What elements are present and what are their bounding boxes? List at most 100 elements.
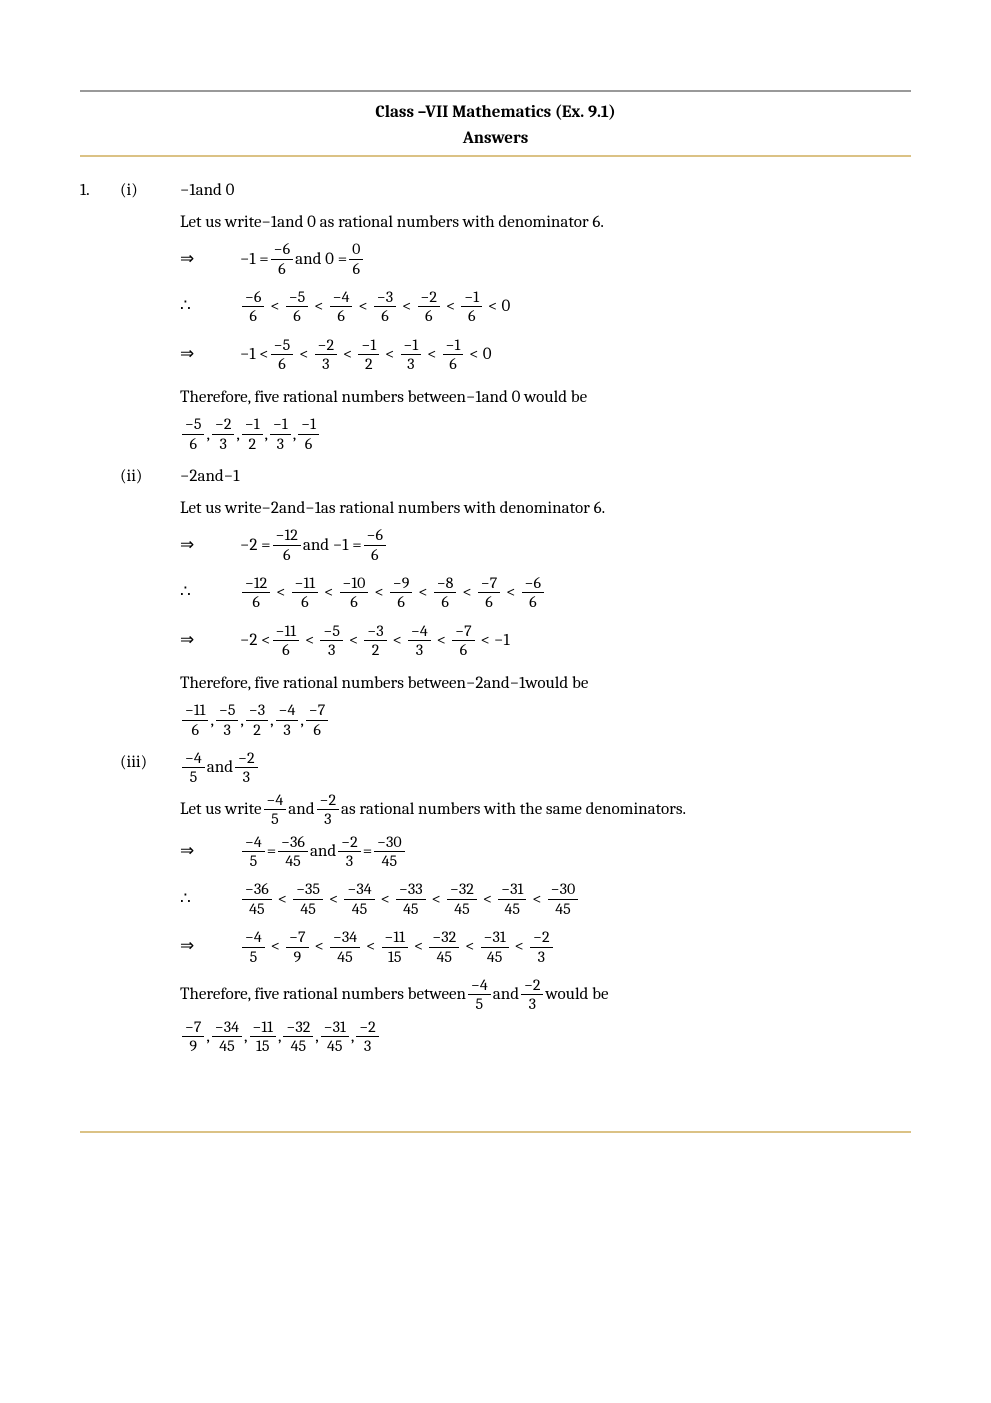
operator: <: [276, 579, 285, 606]
numerator: −7: [478, 574, 500, 592]
denominator: 3: [317, 809, 339, 828]
math-text: Let us write: [180, 796, 262, 823]
fraction: −1115: [250, 1018, 276, 1056]
intro-row: Let us write −2 and −1 as rational numbe…: [80, 495, 911, 523]
operator: <: [358, 293, 367, 320]
fraction: −126: [273, 526, 301, 564]
denominator: 6: [182, 434, 204, 453]
part-label: (iii): [120, 749, 180, 776]
conclusion-text: Therefore, five rational numbers between…: [180, 670, 911, 698]
part-heading-row: (iii)−45 and −23: [80, 749, 911, 787]
numerator: −7: [452, 622, 474, 640]
numerator: −3: [246, 701, 268, 719]
numerator: −1: [461, 288, 482, 306]
footer-rule: [80, 1131, 911, 1133]
math-text: ,: [210, 707, 214, 734]
denominator: 2: [242, 434, 263, 453]
fraction: −66: [271, 240, 293, 278]
numerator: −1: [358, 336, 379, 354]
numerator: −2: [530, 928, 552, 946]
math-line: ⇒−45 = −3645 and −23 = −3045: [80, 833, 911, 877]
math-body: ⇒−2 = −126 and −1 = −66: [180, 526, 911, 564]
math-text: −1: [466, 384, 482, 411]
denominator: 2: [246, 720, 268, 739]
math-body: ∴−66<−56<−46<−36<−26<−16<0: [180, 288, 911, 326]
fraction: −45: [468, 976, 491, 1014]
operator: <: [506, 579, 515, 606]
fraction: −53: [216, 701, 238, 739]
fraction: −16: [298, 415, 319, 453]
numerator: −32: [447, 880, 477, 898]
part-heading: −2 and −1: [180, 463, 911, 491]
math-text: Let us write: [180, 209, 262, 236]
denominator: 3: [216, 720, 238, 739]
fraction: −26: [418, 288, 440, 326]
denominator: 6: [390, 592, 413, 611]
math-text: and: [493, 981, 519, 1008]
conclusion-row: Therefore, five rational numbers between…: [80, 384, 911, 412]
denominator: 45: [293, 899, 323, 918]
numerator: −12: [273, 526, 301, 544]
fraction: −116: [292, 574, 318, 612]
operator: <: [305, 627, 314, 654]
answer-row: −56, −23, −12, −13, −16: [80, 415, 911, 459]
denominator: 6: [182, 720, 208, 739]
math-body: ⇒−1 = −66 and 0 = 06: [180, 240, 911, 278]
operator: <: [393, 627, 402, 654]
denominator: 5: [242, 851, 265, 870]
math-text: ,: [236, 421, 240, 448]
numerator: −2: [315, 336, 337, 354]
intro-row: Let us write −45 and −23 as rational num…: [80, 791, 911, 829]
fraction: −3645: [278, 833, 308, 871]
fraction: −56: [286, 288, 308, 326]
numerator: −2: [356, 1018, 378, 1036]
fraction: −3145: [321, 1018, 349, 1056]
math-text: and −1 =: [303, 532, 362, 559]
math-text: and: [207, 754, 233, 781]
math-text: −1 =: [240, 246, 269, 273]
fraction: −23: [521, 976, 543, 1014]
answer-body: −79, −3445, −1115, −3245, −3145, −23: [180, 1018, 911, 1056]
denominator: 5: [468, 994, 491, 1013]
line-symbol: ⇒: [180, 341, 240, 368]
denominator: 6: [374, 306, 396, 325]
denominator: 6: [364, 545, 386, 564]
fraction: −43: [408, 622, 431, 660]
fraction: −23: [212, 415, 234, 453]
fraction: −13: [270, 415, 291, 453]
operator: <: [385, 341, 394, 368]
answer-row: −79, −3445, −1115, −3245, −3145, −23: [80, 1018, 911, 1062]
numerator: −34: [212, 1018, 242, 1036]
operator: <: [432, 886, 441, 913]
math-line: ⇒−45<−79<−3445<−1115<−3245<−3145<−23: [80, 928, 911, 972]
line-symbol: ⇒: [180, 838, 240, 865]
numerator: −32: [429, 928, 459, 946]
fraction: −32: [364, 622, 386, 660]
fraction: −45: [264, 791, 287, 829]
denominator: 9: [182, 1036, 204, 1055]
math-body: ⇒−45<−79<−3445<−1115<−3245<−3145<−23: [180, 928, 911, 966]
math-text: and: [288, 796, 314, 823]
denominator: 45: [242, 899, 272, 918]
title-line1: Class –VII Mathematics (Ex. 9.1): [80, 100, 911, 126]
operator: <: [483, 886, 492, 913]
numerator: −5: [271, 336, 293, 354]
operator: <: [481, 627, 490, 654]
math-line: ∴−3645<−3545<−3445<−3345<−3245<−3145<−30…: [80, 880, 911, 924]
fraction: −3245: [447, 880, 477, 918]
math-text: would be: [525, 670, 588, 697]
denominator: 6: [478, 592, 500, 611]
numerator: −2: [418, 288, 440, 306]
denominator: 5: [242, 947, 265, 966]
math-text: −1: [224, 463, 240, 490]
operator: <: [515, 933, 524, 960]
denominator: 6: [298, 434, 319, 453]
numerator: −4: [468, 976, 491, 994]
line-symbol: ⇒: [180, 246, 240, 273]
operator: <: [271, 933, 280, 960]
numerator: −7: [306, 701, 328, 719]
line-symbol: ∴: [180, 886, 240, 913]
fraction: −126: [242, 574, 270, 612]
numerator: −31: [481, 928, 509, 946]
operator: <: [462, 579, 471, 606]
